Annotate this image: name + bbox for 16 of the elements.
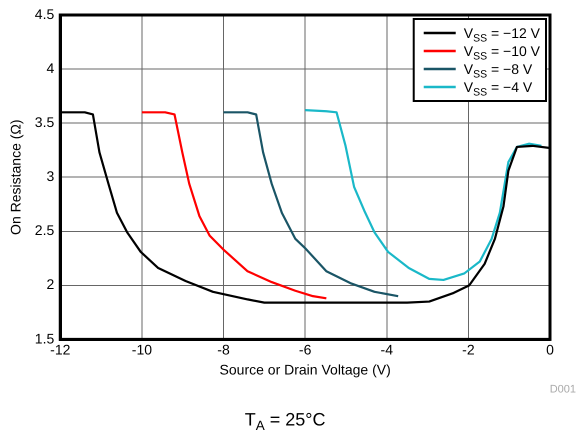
text: D001 (550, 383, 576, 396)
x-tick-label: -2 (462, 342, 475, 358)
y-tick-label: 2.5 (34, 222, 54, 238)
x-tick-label: 0 (546, 342, 554, 358)
y-tick-label: 4.5 (34, 6, 54, 22)
x-axis-title: Source or Drain Voltage (V) (220, 361, 391, 378)
x-tick-label: -10 (132, 342, 152, 358)
y-tick-label: 2 (46, 276, 54, 292)
y-tick-label: 3 (46, 168, 54, 184)
x-tick-label: -6 (298, 342, 312, 358)
x-tick-label: -8 (217, 342, 230, 358)
y-tick-label: 3.5 (34, 114, 54, 130)
y-axis-title: On Resistance (Ω) (7, 119, 24, 235)
x-tick-label: -4 (380, 342, 394, 358)
y-tick-label: 4 (46, 60, 54, 76)
y-tick-label: 1.5 (34, 330, 54, 346)
